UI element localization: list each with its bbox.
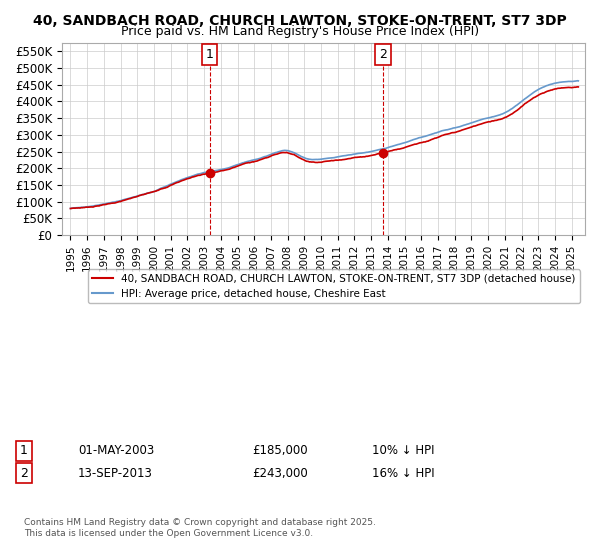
Text: 01-MAY-2003: 01-MAY-2003 xyxy=(78,444,154,458)
Text: 40, SANDBACH ROAD, CHURCH LAWTON, STOKE-ON-TRENT, ST7 3DP: 40, SANDBACH ROAD, CHURCH LAWTON, STOKE-… xyxy=(33,14,567,28)
Text: 1: 1 xyxy=(20,444,28,458)
Text: Price paid vs. HM Land Registry's House Price Index (HPI): Price paid vs. HM Land Registry's House … xyxy=(121,25,479,38)
Text: Contains HM Land Registry data © Crown copyright and database right 2025.
This d: Contains HM Land Registry data © Crown c… xyxy=(24,518,376,538)
Legend: 40, SANDBACH ROAD, CHURCH LAWTON, STOKE-ON-TRENT, ST7 3DP (detached house), HPI:: 40, SANDBACH ROAD, CHURCH LAWTON, STOKE-… xyxy=(88,269,580,303)
Text: 16% ↓ HPI: 16% ↓ HPI xyxy=(372,466,434,480)
Text: 2: 2 xyxy=(379,48,387,61)
Text: £243,000: £243,000 xyxy=(252,466,308,480)
Text: 13-SEP-2013: 13-SEP-2013 xyxy=(78,466,153,480)
Text: 2: 2 xyxy=(20,466,28,480)
Text: £185,000: £185,000 xyxy=(252,444,308,458)
Text: 1: 1 xyxy=(206,48,214,61)
Text: 10% ↓ HPI: 10% ↓ HPI xyxy=(372,444,434,458)
